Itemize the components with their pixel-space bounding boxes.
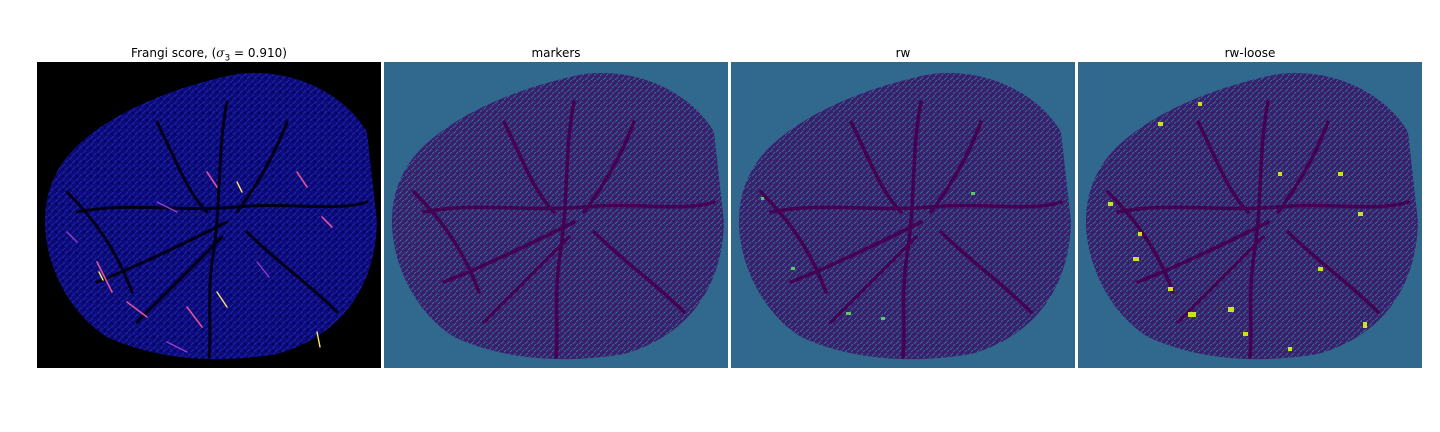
markers-image [384,62,728,368]
frangi-panel-title: Frangi score, (σ3 = 0.910) [37,44,381,64]
rw-loose-highlights [1108,102,1367,351]
frangi-tissue [45,72,377,360]
markers-panel: markers [384,44,728,368]
rw-loose-image [1078,62,1422,368]
rw-image [731,62,1075,368]
sigma-symbol: σ [216,46,225,60]
sigma-subscript: 3 [224,53,231,64]
rw-vessels [759,100,1063,359]
rw-panel-title: rw [895,46,911,60]
frangi-highlights [66,171,333,353]
rw-loose-panel: rw-loose [1078,44,1422,368]
markers-vessels [412,100,716,359]
markers-tissue [392,72,724,360]
rw-tissue [739,72,1071,360]
frangi-title-prefix: Frangi score, ( [131,46,217,60]
frangi-vessels [65,100,369,359]
frangi-panel: Frangi score, (σ3 = 0.910) [37,44,381,368]
frangi-image [37,62,381,368]
rw-highlights [761,192,975,320]
rw-panel: rw [731,44,1075,368]
markers-panel-title: markers [531,46,581,60]
rw-loose-vessels [1106,100,1410,359]
frangi-title-suffix: = 0.910) [230,46,287,60]
rw-loose-panel-title: rw-loose [1224,46,1276,60]
